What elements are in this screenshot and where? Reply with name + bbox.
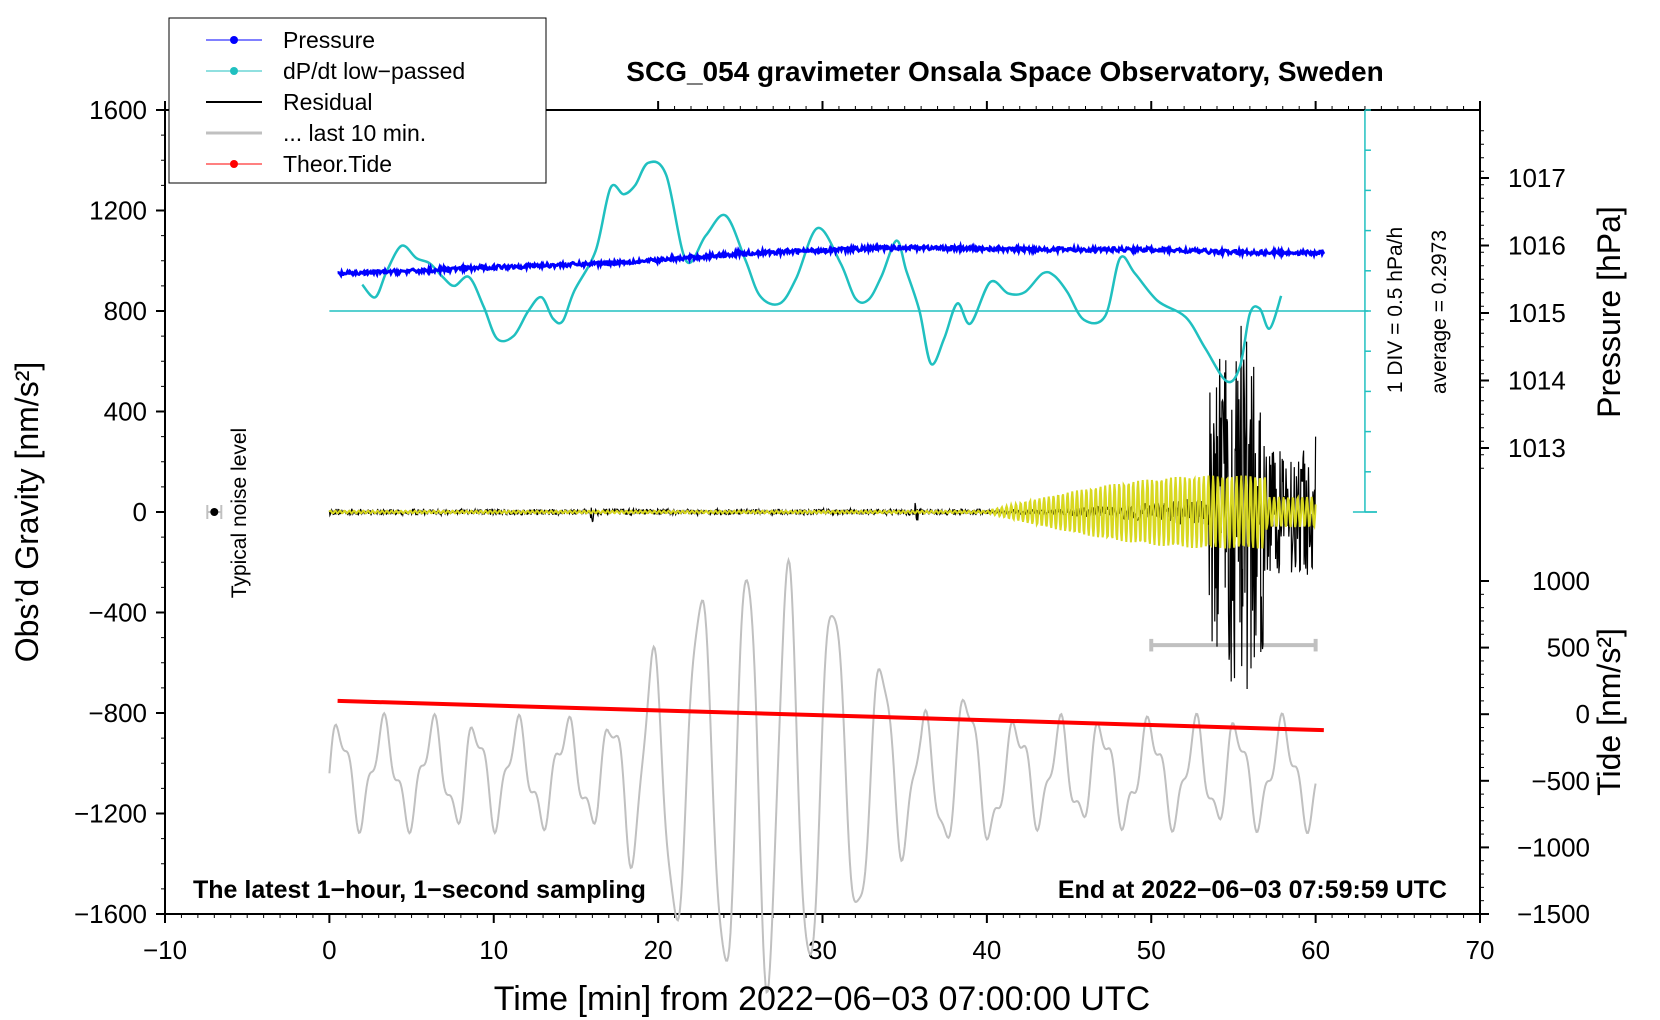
- tide-tick-label: 0: [1576, 699, 1590, 729]
- series-layer: [206, 109, 1377, 994]
- series-pressure: [337, 240, 1326, 279]
- legend-box: [168, 17, 547, 184]
- x-tick-label: −10: [143, 935, 187, 965]
- x-tick-label: 70: [1466, 935, 1495, 965]
- y-tick-label: −1200: [74, 799, 147, 829]
- legend-label: ... last 10 min.: [283, 120, 426, 146]
- y-tick-label: 0: [133, 497, 147, 527]
- x-axis-label: Time [min] from 2022−06−03 07:00:00 UTC: [494, 980, 1150, 1018]
- y-axis-label-pressure: Pressure [hPa]: [1591, 206, 1627, 418]
- x-tick-label: 0: [322, 935, 336, 965]
- x-tick-label: 60: [1301, 935, 1330, 965]
- legend-label: Pressure: [283, 27, 375, 53]
- y-axis-tide: 1000 500 0 −500 −1000 −1500: [1480, 566, 1590, 929]
- div-label: 1 DIV = 0.5 hPa/h: [1384, 227, 1407, 393]
- tide-tick-label: 500: [1547, 633, 1590, 663]
- tide-tick-label: −1500: [1517, 899, 1590, 929]
- noise-level-label: Typical noise level: [228, 428, 251, 598]
- y-axis-left: 1600 1200 800 400 0 −400 −800 −1200 −1600: [74, 95, 165, 929]
- pressure-tick-label: 1013: [1508, 433, 1566, 463]
- pressure-tick-label: 1017: [1508, 163, 1566, 193]
- series-residual-lowpass: [328, 475, 1317, 549]
- x-axis: −10 0 10 20 30 40 50 60 70: [143, 101, 1495, 965]
- series-dpdt-lowpassed: [361, 160, 1283, 384]
- y-tick-label: 1600: [89, 95, 147, 125]
- y-tick-label: −800: [88, 698, 147, 728]
- legend: Pressure dP/dt low−passed Residual ... last…: [168, 17, 547, 184]
- y-tick-label: 400: [104, 397, 147, 427]
- pressure-tick-label: 1014: [1508, 366, 1566, 396]
- legend-label: Residual: [283, 89, 373, 115]
- legend-marker: [230, 36, 238, 44]
- series-last-10-min: [328, 556, 1317, 994]
- legend-marker: [230, 67, 238, 75]
- y-axis-label-tide: Tide [nm/s²]: [1591, 628, 1627, 796]
- y-tick-label: 800: [104, 296, 147, 326]
- legend-label: dP/dt low−passed: [283, 58, 465, 84]
- tide-tick-label: −1000: [1517, 832, 1590, 862]
- average-label: average = 0.2973: [1428, 230, 1451, 394]
- x-tick-label: 40: [972, 935, 1001, 965]
- pressure-tick-label: 1016: [1508, 231, 1566, 261]
- x-tick-label: 20: [644, 935, 673, 965]
- y-tick-label: −1600: [74, 899, 147, 929]
- plot-area: −10 0 10 20 30 40 50 60 70 160012008004000−400−8…: [74, 95, 1590, 994]
- tide-tick-label: 1000: [1532, 566, 1590, 596]
- y-axis-pressure: 1017 1016 1015 1014 1013: [1480, 163, 1566, 463]
- x-tick-label: 50: [1137, 935, 1166, 965]
- y-axis-label-left: Obs’d Gravity [nm/s²]: [9, 362, 45, 663]
- tide-tick-label: −500: [1531, 766, 1590, 796]
- annotation-sampling: The latest 1−hour, 1−second sampling: [193, 876, 646, 904]
- pressure-tick-label: 1015: [1508, 298, 1566, 328]
- legend-marker: [230, 160, 238, 168]
- y-tick-label: −400: [88, 598, 147, 628]
- chart-title: SCG_054 gravimeter Onsala Space Observat…: [626, 56, 1383, 87]
- legend-label: Theor.Tide: [283, 151, 392, 177]
- annotation-end-time: End at 2022−06−03 07:59:59 UTC: [1058, 876, 1447, 904]
- y-tick-label: 1200: [89, 196, 147, 226]
- x-tick-label: 10: [479, 935, 508, 965]
- minor-ticks: [161, 106, 1484, 918]
- noise-level-point: [210, 508, 219, 516]
- series-theor-tide: [337, 698, 1324, 733]
